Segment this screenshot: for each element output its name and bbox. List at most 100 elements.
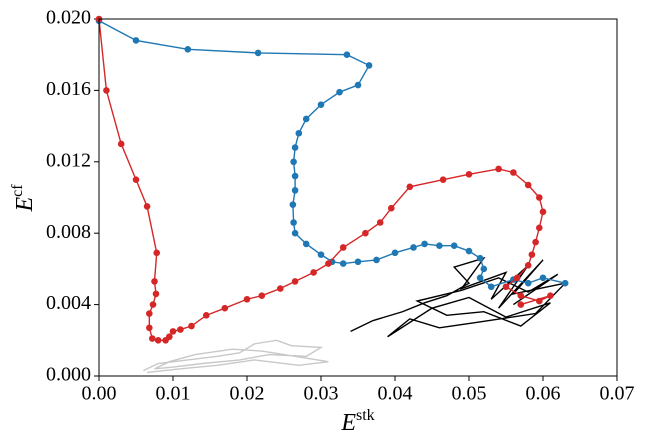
y-tick-label: 0.004 bbox=[46, 292, 91, 314]
point bbox=[243, 295, 251, 303]
point bbox=[339, 244, 347, 251]
x-tick-label: 0.06 bbox=[526, 383, 561, 405]
point bbox=[524, 181, 532, 189]
point bbox=[465, 247, 473, 255]
point bbox=[336, 88, 343, 96]
point bbox=[151, 278, 158, 285]
point bbox=[388, 204, 395, 212]
x-axis-label: Estk bbox=[340, 407, 374, 436]
point bbox=[410, 244, 417, 251]
point bbox=[524, 262, 532, 269]
point bbox=[184, 46, 192, 53]
point bbox=[354, 81, 362, 89]
point bbox=[510, 169, 517, 176]
point bbox=[289, 201, 297, 208]
point bbox=[166, 333, 173, 341]
point bbox=[480, 265, 488, 273]
point bbox=[495, 165, 502, 173]
point bbox=[524, 279, 532, 287]
series-line bbox=[143, 339, 329, 374]
x-tick-label: 0.02 bbox=[230, 383, 265, 405]
point bbox=[528, 251, 536, 258]
point bbox=[536, 297, 543, 305]
point bbox=[152, 290, 160, 298]
series-line bbox=[98, 20, 566, 288]
point bbox=[354, 258, 362, 266]
point bbox=[476, 254, 484, 262]
point bbox=[310, 269, 317, 276]
point bbox=[465, 170, 473, 178]
plot-frame bbox=[98, 18, 618, 377]
point bbox=[277, 285, 284, 292]
point bbox=[149, 301, 157, 308]
point bbox=[513, 274, 521, 282]
point bbox=[476, 274, 484, 282]
point bbox=[365, 62, 373, 69]
point bbox=[502, 283, 510, 291]
point bbox=[221, 304, 229, 312]
point bbox=[373, 256, 380, 264]
y-tick-label: 0.000 bbox=[46, 364, 91, 386]
x-label-base: E bbox=[340, 410, 356, 436]
point bbox=[103, 87, 110, 94]
x-tick-label: 0.05 bbox=[452, 383, 487, 405]
point bbox=[258, 292, 266, 299]
x-label-sup: stk bbox=[356, 407, 375, 424]
point bbox=[302, 115, 310, 123]
x-tick-label: 0.03 bbox=[304, 383, 339, 405]
point bbox=[391, 249, 399, 257]
point bbox=[487, 283, 495, 291]
point bbox=[143, 203, 151, 210]
point bbox=[439, 176, 447, 183]
x-tick-label: 0.01 bbox=[156, 383, 191, 405]
y-tick-label: 0.008 bbox=[46, 221, 91, 243]
point bbox=[532, 238, 539, 246]
point bbox=[254, 49, 262, 57]
point bbox=[517, 301, 525, 308]
point bbox=[169, 328, 177, 335]
point bbox=[295, 129, 303, 137]
point bbox=[343, 51, 351, 58]
point bbox=[547, 292, 554, 299]
point bbox=[421, 240, 428, 248]
point bbox=[325, 260, 332, 267]
point bbox=[290, 219, 297, 226]
point bbox=[132, 37, 140, 44]
series-line bbox=[350, 256, 568, 338]
point bbox=[154, 337, 162, 344]
y-tick-label: 0.016 bbox=[46, 78, 91, 100]
point bbox=[450, 242, 458, 249]
point bbox=[317, 251, 325, 258]
point bbox=[406, 183, 414, 191]
x-tick-label: 0.07 bbox=[600, 383, 635, 405]
point bbox=[536, 224, 543, 232]
point bbox=[177, 326, 184, 333]
y-tick-label: 0.020 bbox=[46, 7, 91, 29]
point bbox=[536, 194, 543, 201]
y-label-base: E bbox=[12, 197, 38, 213]
y-label-sup: cf bbox=[9, 184, 26, 197]
x-tick-label: 0.00 bbox=[82, 383, 117, 405]
series-line bbox=[98, 18, 551, 341]
point bbox=[339, 260, 347, 267]
point bbox=[291, 187, 299, 194]
point bbox=[291, 172, 299, 180]
point bbox=[317, 101, 325, 108]
point bbox=[132, 176, 140, 183]
point bbox=[291, 144, 299, 151]
point bbox=[291, 278, 299, 285]
point bbox=[291, 229, 299, 237]
point bbox=[117, 140, 125, 148]
point bbox=[153, 249, 161, 257]
point bbox=[203, 312, 210, 319]
point bbox=[561, 279, 569, 287]
point bbox=[146, 324, 153, 332]
point bbox=[436, 242, 443, 249]
point bbox=[517, 292, 525, 299]
point bbox=[376, 219, 384, 226]
point bbox=[290, 158, 297, 166]
point bbox=[539, 208, 547, 216]
point bbox=[146, 310, 153, 317]
